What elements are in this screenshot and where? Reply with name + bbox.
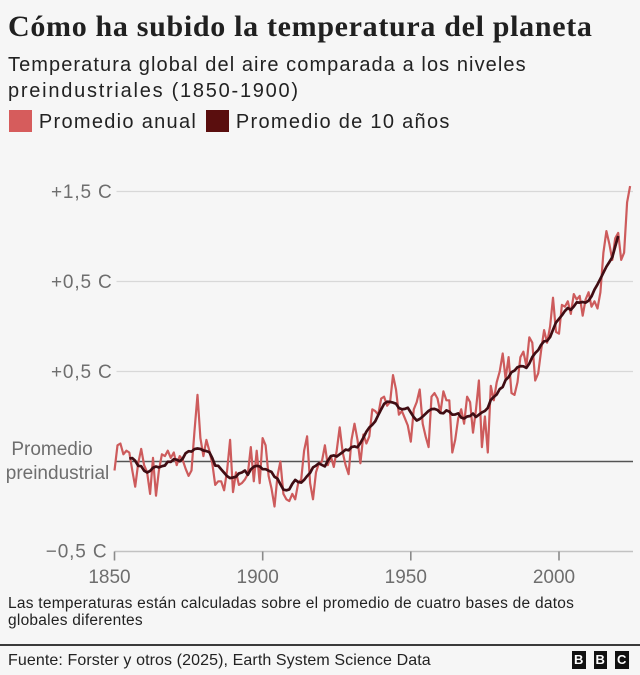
svg-text:Promedio: Promedio bbox=[11, 439, 92, 460]
svg-text:1950: 1950 bbox=[385, 567, 427, 588]
svg-text:+0,5 C: +0,5 C bbox=[51, 362, 113, 383]
svg-text:+0,5 C: +0,5 C bbox=[51, 272, 113, 293]
svg-text:2000: 2000 bbox=[533, 567, 575, 588]
svg-text:−0,5 C: −0,5 C bbox=[46, 542, 108, 563]
svg-text:+1,5 C: +1,5 C bbox=[51, 182, 113, 203]
svg-text:preindustrial: preindustrial bbox=[6, 463, 110, 484]
svg-text:1850: 1850 bbox=[88, 567, 130, 588]
svg-text:1900: 1900 bbox=[237, 567, 279, 588]
